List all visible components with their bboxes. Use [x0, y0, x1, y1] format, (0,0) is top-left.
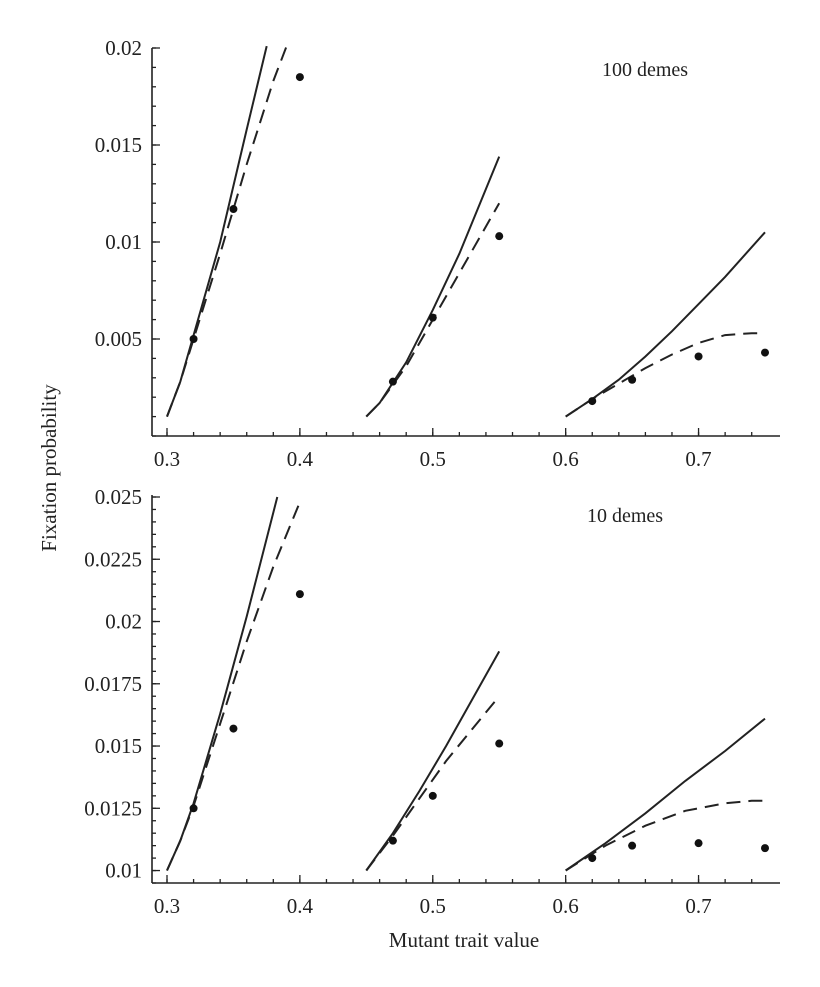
y-tick-label: 0.0125: [84, 796, 142, 820]
y-tick-label: 0.0225: [84, 547, 142, 571]
data-point: [695, 352, 703, 360]
x-axis-title: Mutant trait value: [389, 928, 539, 952]
x-tick-label: 0.4: [287, 447, 314, 471]
x-tick-label: 0.7: [685, 447, 711, 471]
solid-curve: [566, 232, 765, 416]
dashed-curve: [366, 696, 499, 870]
panel-10-demes: 0.3 0.4 0.5 0.6 0.7 0.01 0.0125 0.015 0.0175 0.02…: [84, 485, 780, 918]
panel-annotation: 100 demes: [602, 59, 688, 81]
y-tick-label: 0.02: [105, 36, 142, 60]
x-tick-label: 0.3: [154, 447, 180, 471]
x-tick-label: 0.5: [420, 447, 446, 471]
y-tick-label: 0.01: [105, 230, 142, 254]
panel-100-demes: 0.3 0.4 0.5 0.6 0.7 0.005 0.01 0.015 0.02 100 dem…: [95, 36, 780, 471]
solid-curve: [366, 157, 499, 417]
x-tick-label: 0.7: [685, 894, 711, 918]
x-tick-label: 0.6: [553, 894, 579, 918]
data-point: [190, 335, 198, 343]
data-point: [588, 854, 596, 862]
data-point: [761, 844, 769, 852]
x-tick-label: 0.3: [154, 894, 180, 918]
data-point: [296, 73, 304, 81]
dashed-curve: [167, 46, 287, 417]
solid-curve: [366, 651, 499, 870]
y-tick-label: 0.005: [95, 327, 142, 351]
data-point: [190, 804, 198, 812]
solid-curve: [566, 719, 765, 871]
data-point: [229, 205, 237, 213]
data-point: [296, 590, 304, 598]
dashed-curve: [167, 502, 300, 871]
y-tick-label: 0.015: [95, 133, 142, 157]
x-tick-label: 0.5: [420, 894, 446, 918]
data-point: [695, 839, 703, 847]
data-point: [495, 232, 503, 240]
panel-annotation: 10 demes: [587, 505, 663, 527]
y-tick-label: 0.01: [105, 859, 142, 883]
y-tick-label: 0.015: [95, 734, 142, 758]
data-point: [389, 378, 397, 386]
x-tick-label: 0.4: [287, 894, 314, 918]
data-point: [495, 740, 503, 748]
data-point: [588, 397, 596, 405]
y-tick-label: 0.025: [95, 485, 142, 509]
y-axis-title: Fixation probability: [37, 384, 61, 552]
data-point: [389, 837, 397, 845]
x-tick-label: 0.6: [553, 447, 579, 471]
solid-curve: [167, 497, 277, 871]
y-tick-label: 0.0175: [84, 672, 142, 696]
data-point: [429, 792, 437, 800]
solid-curve: [167, 46, 267, 417]
y-tick-label: 0.02: [105, 610, 142, 634]
data-point: [229, 725, 237, 733]
data-point: [429, 314, 437, 322]
data-point: [628, 842, 636, 850]
data-point: [628, 376, 636, 384]
dashed-curve: [566, 333, 765, 416]
data-point: [761, 349, 769, 357]
